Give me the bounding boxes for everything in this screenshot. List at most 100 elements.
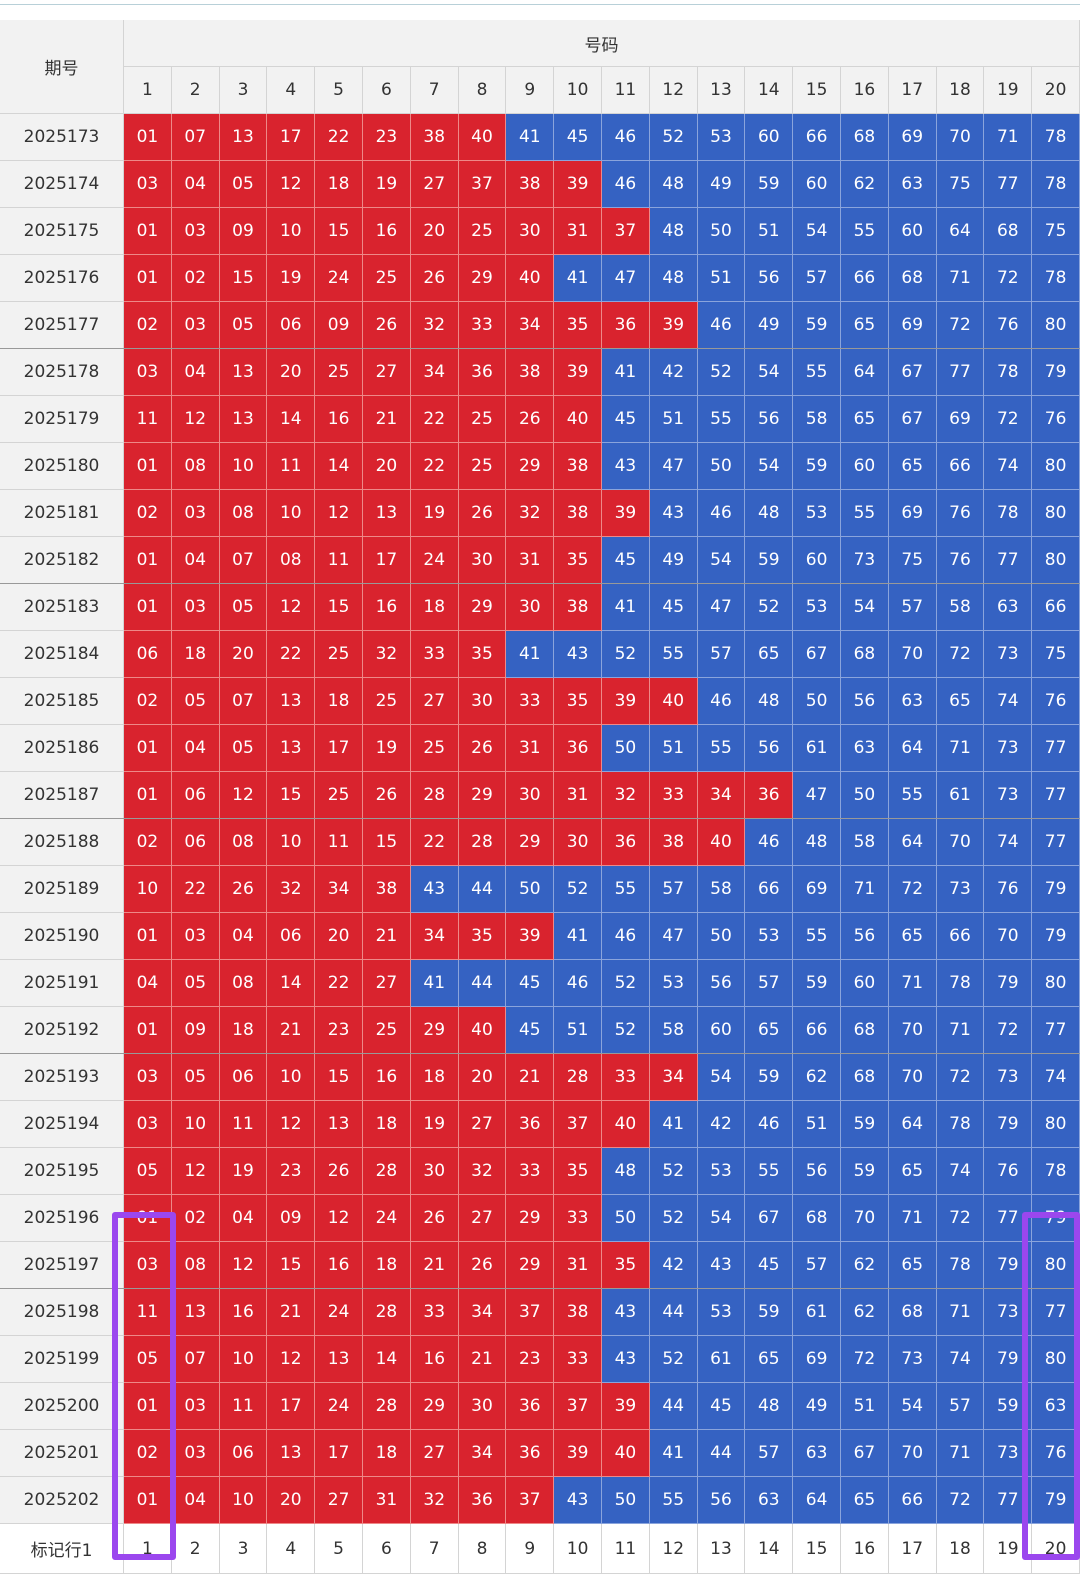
footer-cell: 2 (171, 1524, 220, 1574)
number-cell: 54 (888, 1383, 937, 1430)
number-cell: 68 (888, 255, 937, 302)
number-cell: 36 (602, 302, 650, 349)
number-cell: 76 (1032, 678, 1080, 725)
number-cell: 65 (841, 1477, 889, 1524)
number-cell: 36 (458, 1477, 507, 1524)
number-cell: 65 (888, 1148, 937, 1195)
number-cell: 65 (888, 913, 937, 960)
number-cell: 29 (506, 1242, 555, 1289)
number-cell: 16 (219, 1289, 268, 1336)
number-cell: 59 (793, 302, 841, 349)
column-header: 17 (888, 67, 937, 114)
column-header: 18 (936, 67, 985, 114)
number-cell: 80 (1032, 1101, 1080, 1148)
number-cell: 18 (410, 584, 459, 631)
number-cell: 52 (602, 631, 650, 678)
number-cell: 67 (745, 1195, 794, 1242)
number-cell: 64 (841, 349, 889, 396)
number-cell: 21 (363, 913, 411, 960)
number-cell: 45 (602, 396, 650, 443)
number-cell: 27 (458, 1195, 507, 1242)
number-cell: 47 (697, 584, 746, 631)
number-cell: 27 (363, 349, 411, 396)
number-cell: 02 (124, 1430, 172, 1477)
number-cell: 05 (219, 161, 268, 208)
number-cell: 60 (841, 960, 889, 1007)
number-cell: 69 (888, 302, 937, 349)
number-cell: 10 (171, 1101, 220, 1148)
number-cell: 46 (697, 678, 746, 725)
footer-cell: 17 (888, 1524, 937, 1574)
number-cell: 40 (602, 1430, 650, 1477)
number-cell: 15 (267, 772, 316, 819)
number-cell: 03 (171, 913, 220, 960)
number-cell: 13 (363, 490, 411, 537)
number-cell: 33 (410, 631, 459, 678)
number-cell: 37 (506, 1289, 555, 1336)
number-cell: 10 (124, 866, 172, 913)
number-cell: 58 (697, 866, 746, 913)
number-cell: 76 (936, 490, 985, 537)
number-cell: 26 (458, 725, 507, 772)
number-cell: 20 (458, 1054, 507, 1101)
number-cell: 56 (841, 678, 889, 725)
number-cell: 64 (888, 819, 937, 866)
number-cell: 52 (649, 1148, 698, 1195)
number-cell: 02 (171, 255, 220, 302)
number-cell: 68 (984, 208, 1033, 255)
number-cell: 46 (697, 490, 746, 537)
number-cell: 17 (315, 1430, 363, 1477)
footer-cell: 4 (267, 1524, 316, 1574)
number-cell: 78 (1032, 1148, 1080, 1195)
number-cell: 38 (363, 866, 411, 913)
number-cell: 50 (602, 725, 650, 772)
top-bar (0, 0, 1080, 5)
number-cell: 40 (649, 678, 698, 725)
number-cell: 67 (888, 349, 937, 396)
number-cell: 74 (936, 1148, 985, 1195)
number-cell: 63 (841, 725, 889, 772)
number-cell: 52 (649, 1195, 698, 1242)
number-cell: 70 (888, 1430, 937, 1477)
number-cell: 75 (888, 537, 937, 584)
number-cell: 41 (602, 584, 650, 631)
number-cell: 08 (219, 819, 268, 866)
number-cell: 73 (984, 1054, 1033, 1101)
number-cell: 28 (554, 1054, 602, 1101)
number-cell: 50 (793, 678, 841, 725)
number-cell: 20 (219, 631, 268, 678)
number-cell: 46 (745, 819, 794, 866)
number-cell: 02 (171, 1195, 220, 1242)
number-cell: 15 (315, 1054, 363, 1101)
number-cell: 46 (554, 960, 602, 1007)
number-cell: 25 (315, 772, 363, 819)
period-cell: 2025180 (0, 443, 124, 490)
number-cell: 39 (554, 161, 602, 208)
number-cell: 22 (315, 114, 363, 161)
number-cell: 65 (841, 396, 889, 443)
number-cell: 64 (888, 725, 937, 772)
number-cell: 61 (793, 725, 841, 772)
number-cell: 08 (171, 443, 220, 490)
number-cell: 80 (1032, 443, 1080, 490)
number-cell: 38 (410, 114, 459, 161)
number-cell: 01 (124, 1477, 172, 1524)
number-cell: 25 (315, 349, 363, 396)
number-cell: 01 (124, 255, 172, 302)
number-cell: 25 (458, 396, 507, 443)
number-cell: 41 (506, 114, 555, 161)
number-cell: 80 (1032, 1336, 1080, 1383)
number-cell: 50 (697, 913, 746, 960)
number-cell: 26 (458, 490, 507, 537)
number-cell: 53 (793, 584, 841, 631)
number-cell: 26 (315, 1148, 363, 1195)
number-cell: 20 (410, 208, 459, 255)
number-cell: 55 (649, 1477, 698, 1524)
number-cell: 66 (841, 255, 889, 302)
number-cell: 49 (793, 1383, 841, 1430)
number-cell: 63 (793, 1430, 841, 1477)
number-cell: 17 (315, 725, 363, 772)
number-cell: 32 (506, 490, 555, 537)
number-cell: 15 (219, 255, 268, 302)
number-cell: 56 (745, 396, 794, 443)
